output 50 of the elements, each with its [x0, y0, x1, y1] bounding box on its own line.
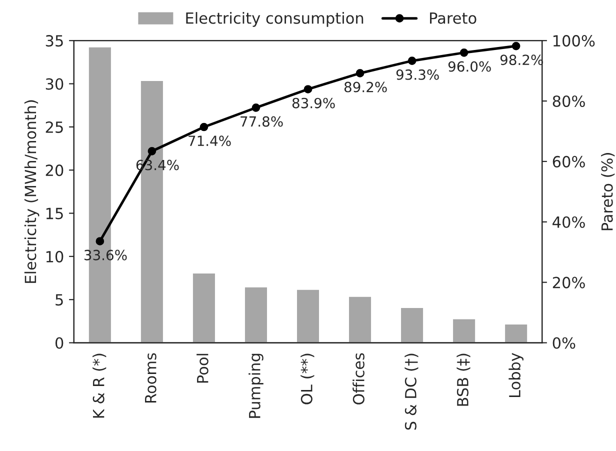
y2-tick-label: 60% — [552, 156, 585, 168]
bar — [452, 318, 476, 343]
point — [200, 122, 208, 132]
y2-tick-label: 20% — [552, 276, 585, 288]
data-label: 93.3% — [396, 69, 439, 80]
bar — [348, 295, 372, 343]
y2-tick-label: 100% — [553, 35, 595, 47]
y-tick-label: 10 — [46, 250, 64, 262]
data-label: 77.8% — [240, 116, 283, 127]
bar — [244, 286, 268, 343]
bar — [400, 306, 424, 343]
y2-tick-label: 40% — [552, 216, 585, 228]
x-tick-label: Pumping — [248, 354, 264, 418]
y-axis-title: Electricity (MWh/month) — [24, 100, 40, 283]
y-tick-label: 5 — [56, 294, 63, 306]
point — [356, 69, 364, 78]
y-tick-label: 25 — [46, 121, 63, 133]
data-label: 96.0% — [448, 61, 491, 72]
data-label: 63.4% — [136, 160, 179, 170]
y2-axis-title: Pareto (%) — [601, 153, 615, 230]
y-tick-label: 35 — [46, 35, 63, 47]
point — [460, 48, 468, 57]
bar — [296, 288, 320, 343]
point — [304, 85, 312, 94]
y-tick-label: 20 — [46, 164, 64, 176]
point — [148, 147, 156, 156]
y2-tick-label: 0% — [552, 337, 576, 349]
point — [408, 56, 416, 66]
data-label: 71.4% — [188, 136, 231, 146]
y-tick-label: 15 — [46, 208, 63, 220]
data-label: 89.2% — [344, 82, 387, 92]
x-tick-label: Rooms — [145, 353, 156, 402]
y-tick-label: 0 — [55, 337, 64, 349]
legend-label: Pareto — [430, 12, 476, 24]
y2-tick-label: 80% — [552, 95, 585, 108]
x-tick-label: Pool — [196, 354, 208, 383]
x-tick-label: BSB (‡) — [456, 354, 470, 406]
x-tick-label: Offices — [352, 353, 364, 404]
bar — [504, 323, 528, 343]
y-tick-label: 30 — [46, 78, 64, 90]
point — [252, 104, 260, 112]
point — [96, 237, 104, 246]
point — [512, 42, 520, 50]
bar — [192, 272, 216, 343]
x-tick-label: S & DC (†) — [404, 354, 418, 430]
legend-label: Electricity consumption — [186, 12, 364, 27]
data-label: 83.9% — [292, 98, 335, 108]
x-tick-label: Lobby — [508, 352, 524, 398]
x-tick-label: OL (**) — [300, 354, 314, 404]
x-tick-label: K & R (*) — [92, 354, 106, 418]
